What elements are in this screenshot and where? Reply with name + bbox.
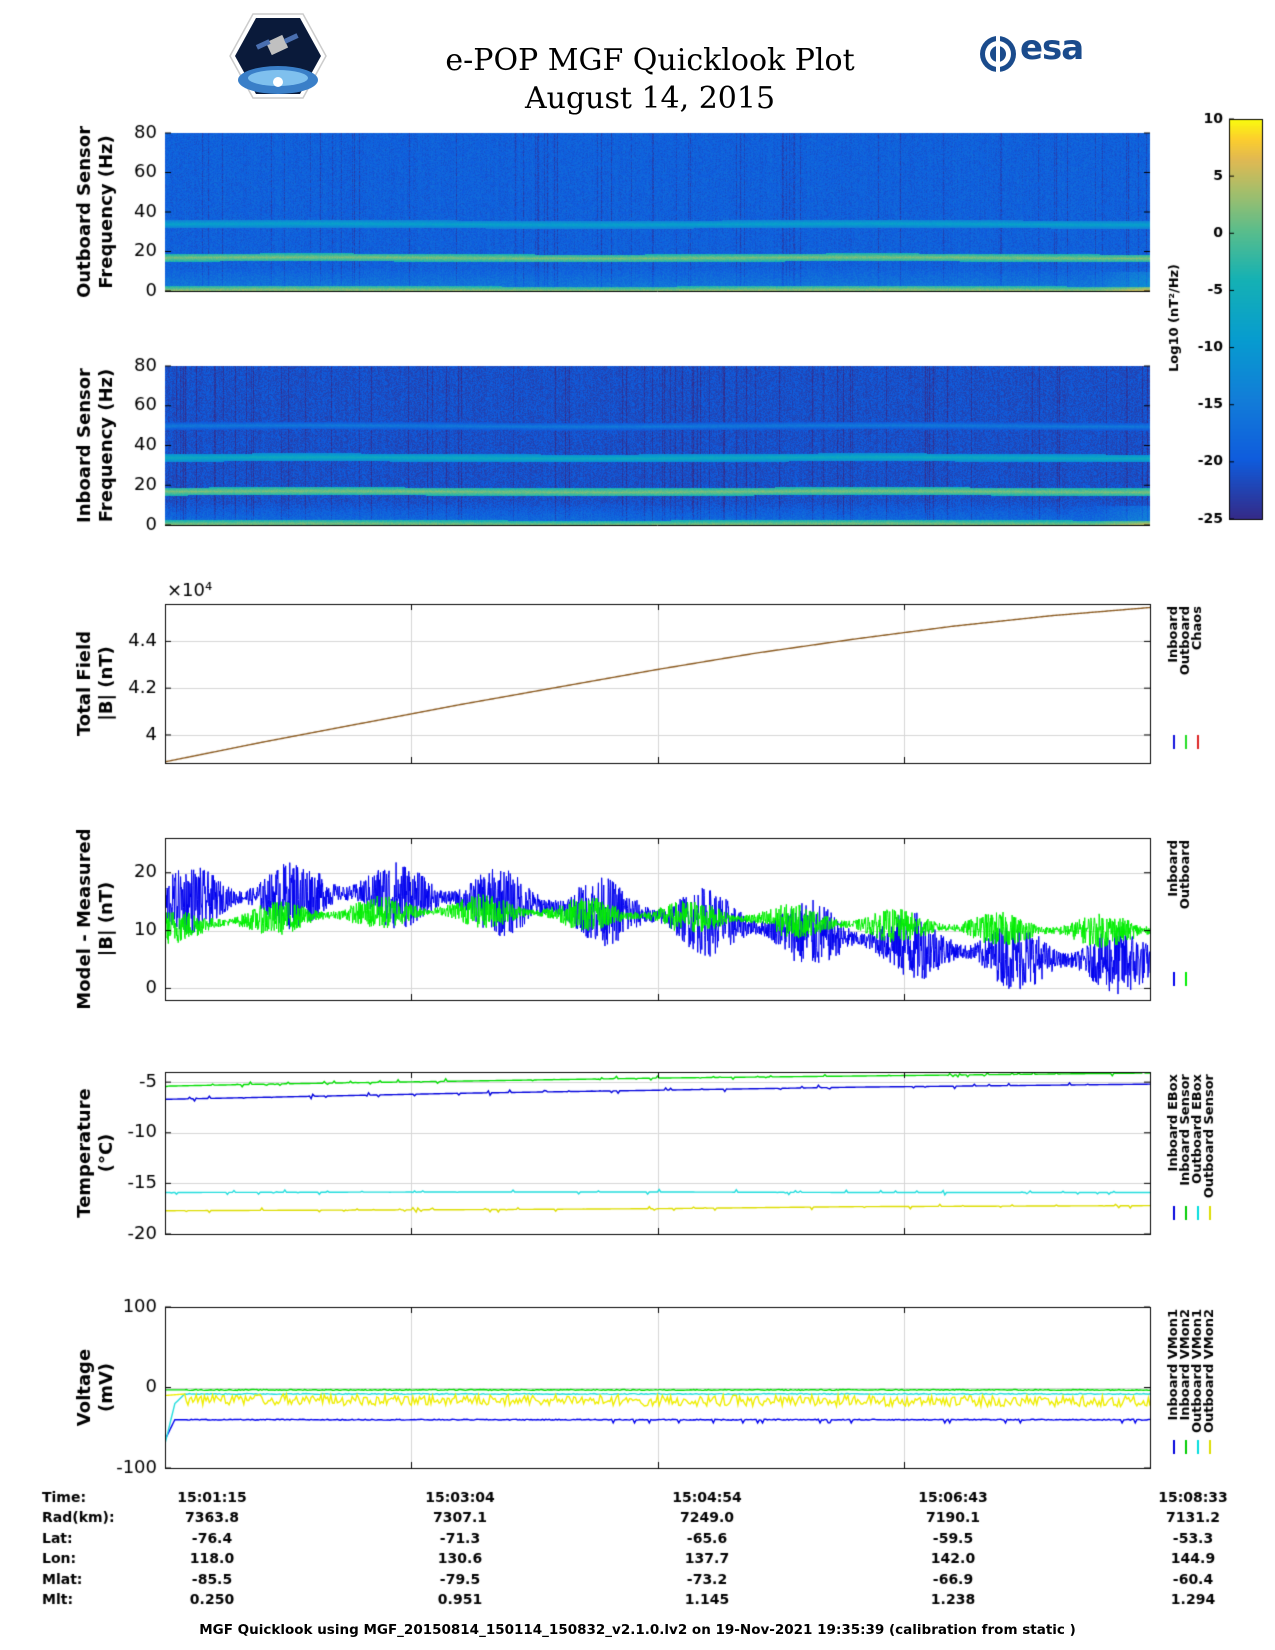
plot-date: August 14, 2015 [524, 81, 776, 116]
plot-title: e-POP MGF Quicklook Plot [445, 43, 855, 78]
esa-logo-icon [980, 36, 1016, 72]
footer-note: MGF Quicklook using MGF_20150814_150114_… [199, 1622, 1076, 1638]
esa-wordmark: esa [1020, 28, 1084, 68]
mission-logo-icon [229, 13, 327, 99]
